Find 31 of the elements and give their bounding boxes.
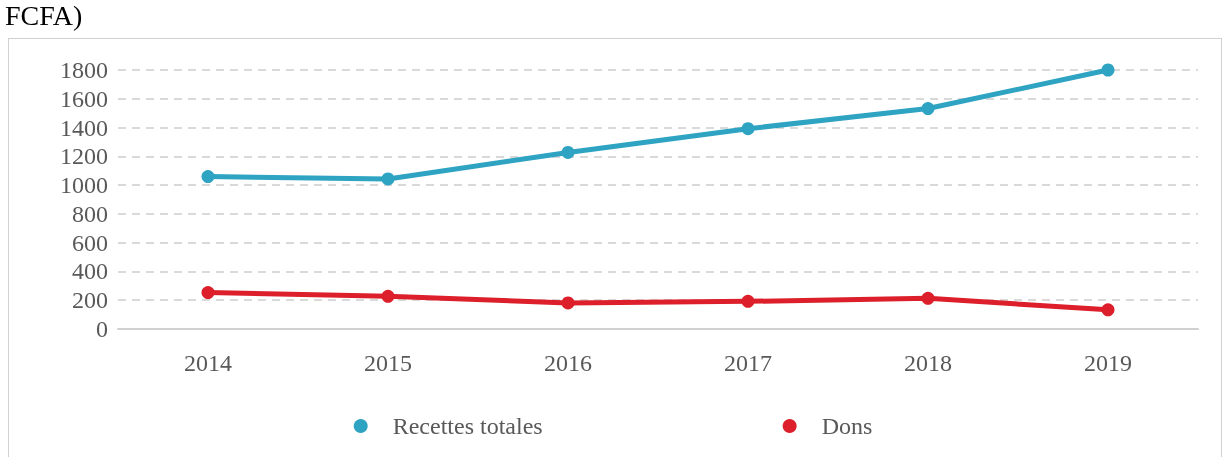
y-tick-label: 1000 (60, 172, 108, 199)
point (201, 286, 215, 300)
x-tick-label: 2019 (1084, 350, 1132, 376)
point (381, 289, 395, 303)
legend-label: Dons (821, 413, 873, 439)
x-tick-label: 2015 (364, 350, 412, 376)
y-tick-label: 0 (96, 316, 108, 342)
point (561, 296, 575, 310)
point (1101, 63, 1115, 77)
point (921, 102, 935, 116)
y-tick-label: 1200 (60, 143, 108, 170)
x-tick-label: 2017 (724, 350, 772, 376)
point (741, 294, 755, 308)
y-tick-label: 1400 (60, 114, 108, 141)
point (1101, 303, 1115, 317)
y-tick-label: 1800 (60, 57, 108, 83)
y-tick-label: 800 (72, 200, 108, 227)
y-tick-label: 600 (72, 229, 108, 256)
y-tick-label: 200 (72, 287, 108, 314)
legend-label: Recettes totales (392, 413, 543, 439)
x-tick-label: 2018 (904, 350, 952, 376)
point (921, 291, 935, 305)
chart-title: FCFA) (5, 0, 83, 31)
point (561, 145, 575, 159)
y-tick-label: 400 (72, 258, 108, 285)
x-tick-label: 2014 (184, 350, 232, 376)
point (381, 172, 395, 186)
point (741, 122, 755, 136)
x-tick-label: 2016 (544, 350, 592, 376)
point (201, 170, 215, 184)
y-tick-label: 1600 (60, 85, 108, 112)
